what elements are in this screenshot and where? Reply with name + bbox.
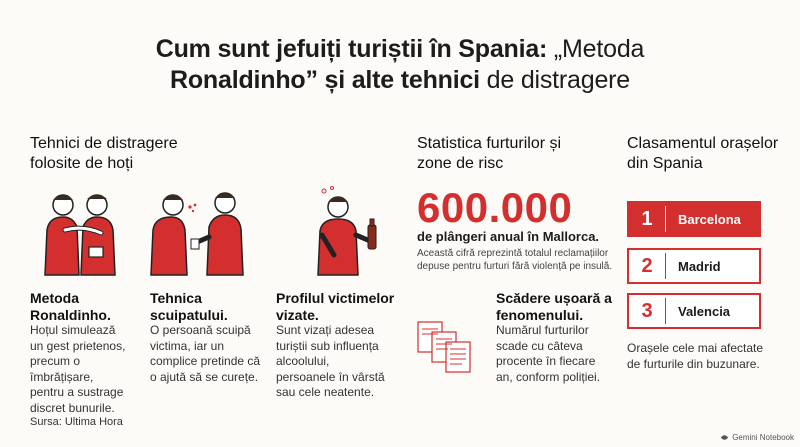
techniques-heading: Tehnici de distragere folosite de hoți: [30, 135, 178, 172]
rank-city: Madrid: [678, 258, 721, 274]
rank-separator: [665, 206, 666, 232]
brand-label: Gemini Notebook: [732, 433, 794, 442]
technique-2-title: Tehnica scuipatului.: [150, 290, 228, 323]
complaints-number: 600.000: [417, 184, 573, 231]
rank-separator: [665, 253, 666, 279]
title-line2-light: de distragere: [479, 66, 631, 94]
title-line1-bold: Cum sunt jefuiți turiștii în Spania:: [155, 35, 548, 63]
brand-mark: Gemini Notebook: [720, 433, 794, 442]
rank-item-1: 1 Barcelona: [627, 201, 761, 237]
rank-item-2: 2 Madrid: [627, 248, 761, 284]
technique-1-title: Metoda Ronaldinho.: [30, 290, 111, 323]
drunk-tourist-illustration: [317, 186, 377, 276]
rank-number: 1: [641, 207, 653, 230]
ranking-heading: Clasamentul orașelor din Spania: [627, 135, 779, 172]
spit-illustration: [150, 192, 244, 276]
decrease-title: Scădere ușoară a fenomenului.: [496, 290, 612, 323]
rank-city: Valencia: [678, 303, 731, 319]
rank-item-3: 3 Valencia: [627, 293, 761, 329]
technique-1-text: Hoțul simulează un gest prietenos, precu…: [30, 323, 126, 415]
page-title: Cum sunt jefuiți turiștii în Spania: „Me…: [0, 34, 800, 96]
rank-city: Barcelona: [678, 211, 741, 227]
rank-separator: [665, 298, 666, 324]
technique-3-title: Profilul victimelor vizate.: [276, 290, 395, 323]
title-line1-light: „Metoda: [547, 35, 645, 63]
decrease-text: Numărul furturilor scade cu câteva proce…: [496, 323, 601, 384]
complaints-description: Această cifră reprezintă totalul reclama…: [417, 248, 613, 272]
ranking-note: Orașele cele mai afectate de furturile d…: [627, 341, 764, 371]
complaints-label: de plângeri anual în Mallorca.: [417, 229, 600, 244]
rank-number: 2: [641, 254, 653, 277]
hug-illustration: [44, 194, 116, 276]
source-note: Sursa: Ultima Hora: [30, 416, 123, 428]
documents-icon: [417, 321, 471, 373]
notebook-icon: [721, 435, 729, 440]
technique-3-text: Sunt vizați adesea turiștii sub influenț…: [276, 323, 385, 399]
rank-number: 3: [641, 299, 653, 322]
title-line2-bold: Ronaldinho” și alte tehnici: [170, 66, 480, 94]
technique-2-text: O persoană scuipă victima, iar un compli…: [150, 323, 261, 384]
statistics-heading: Statistica furturilor și zone de risc: [417, 135, 562, 172]
